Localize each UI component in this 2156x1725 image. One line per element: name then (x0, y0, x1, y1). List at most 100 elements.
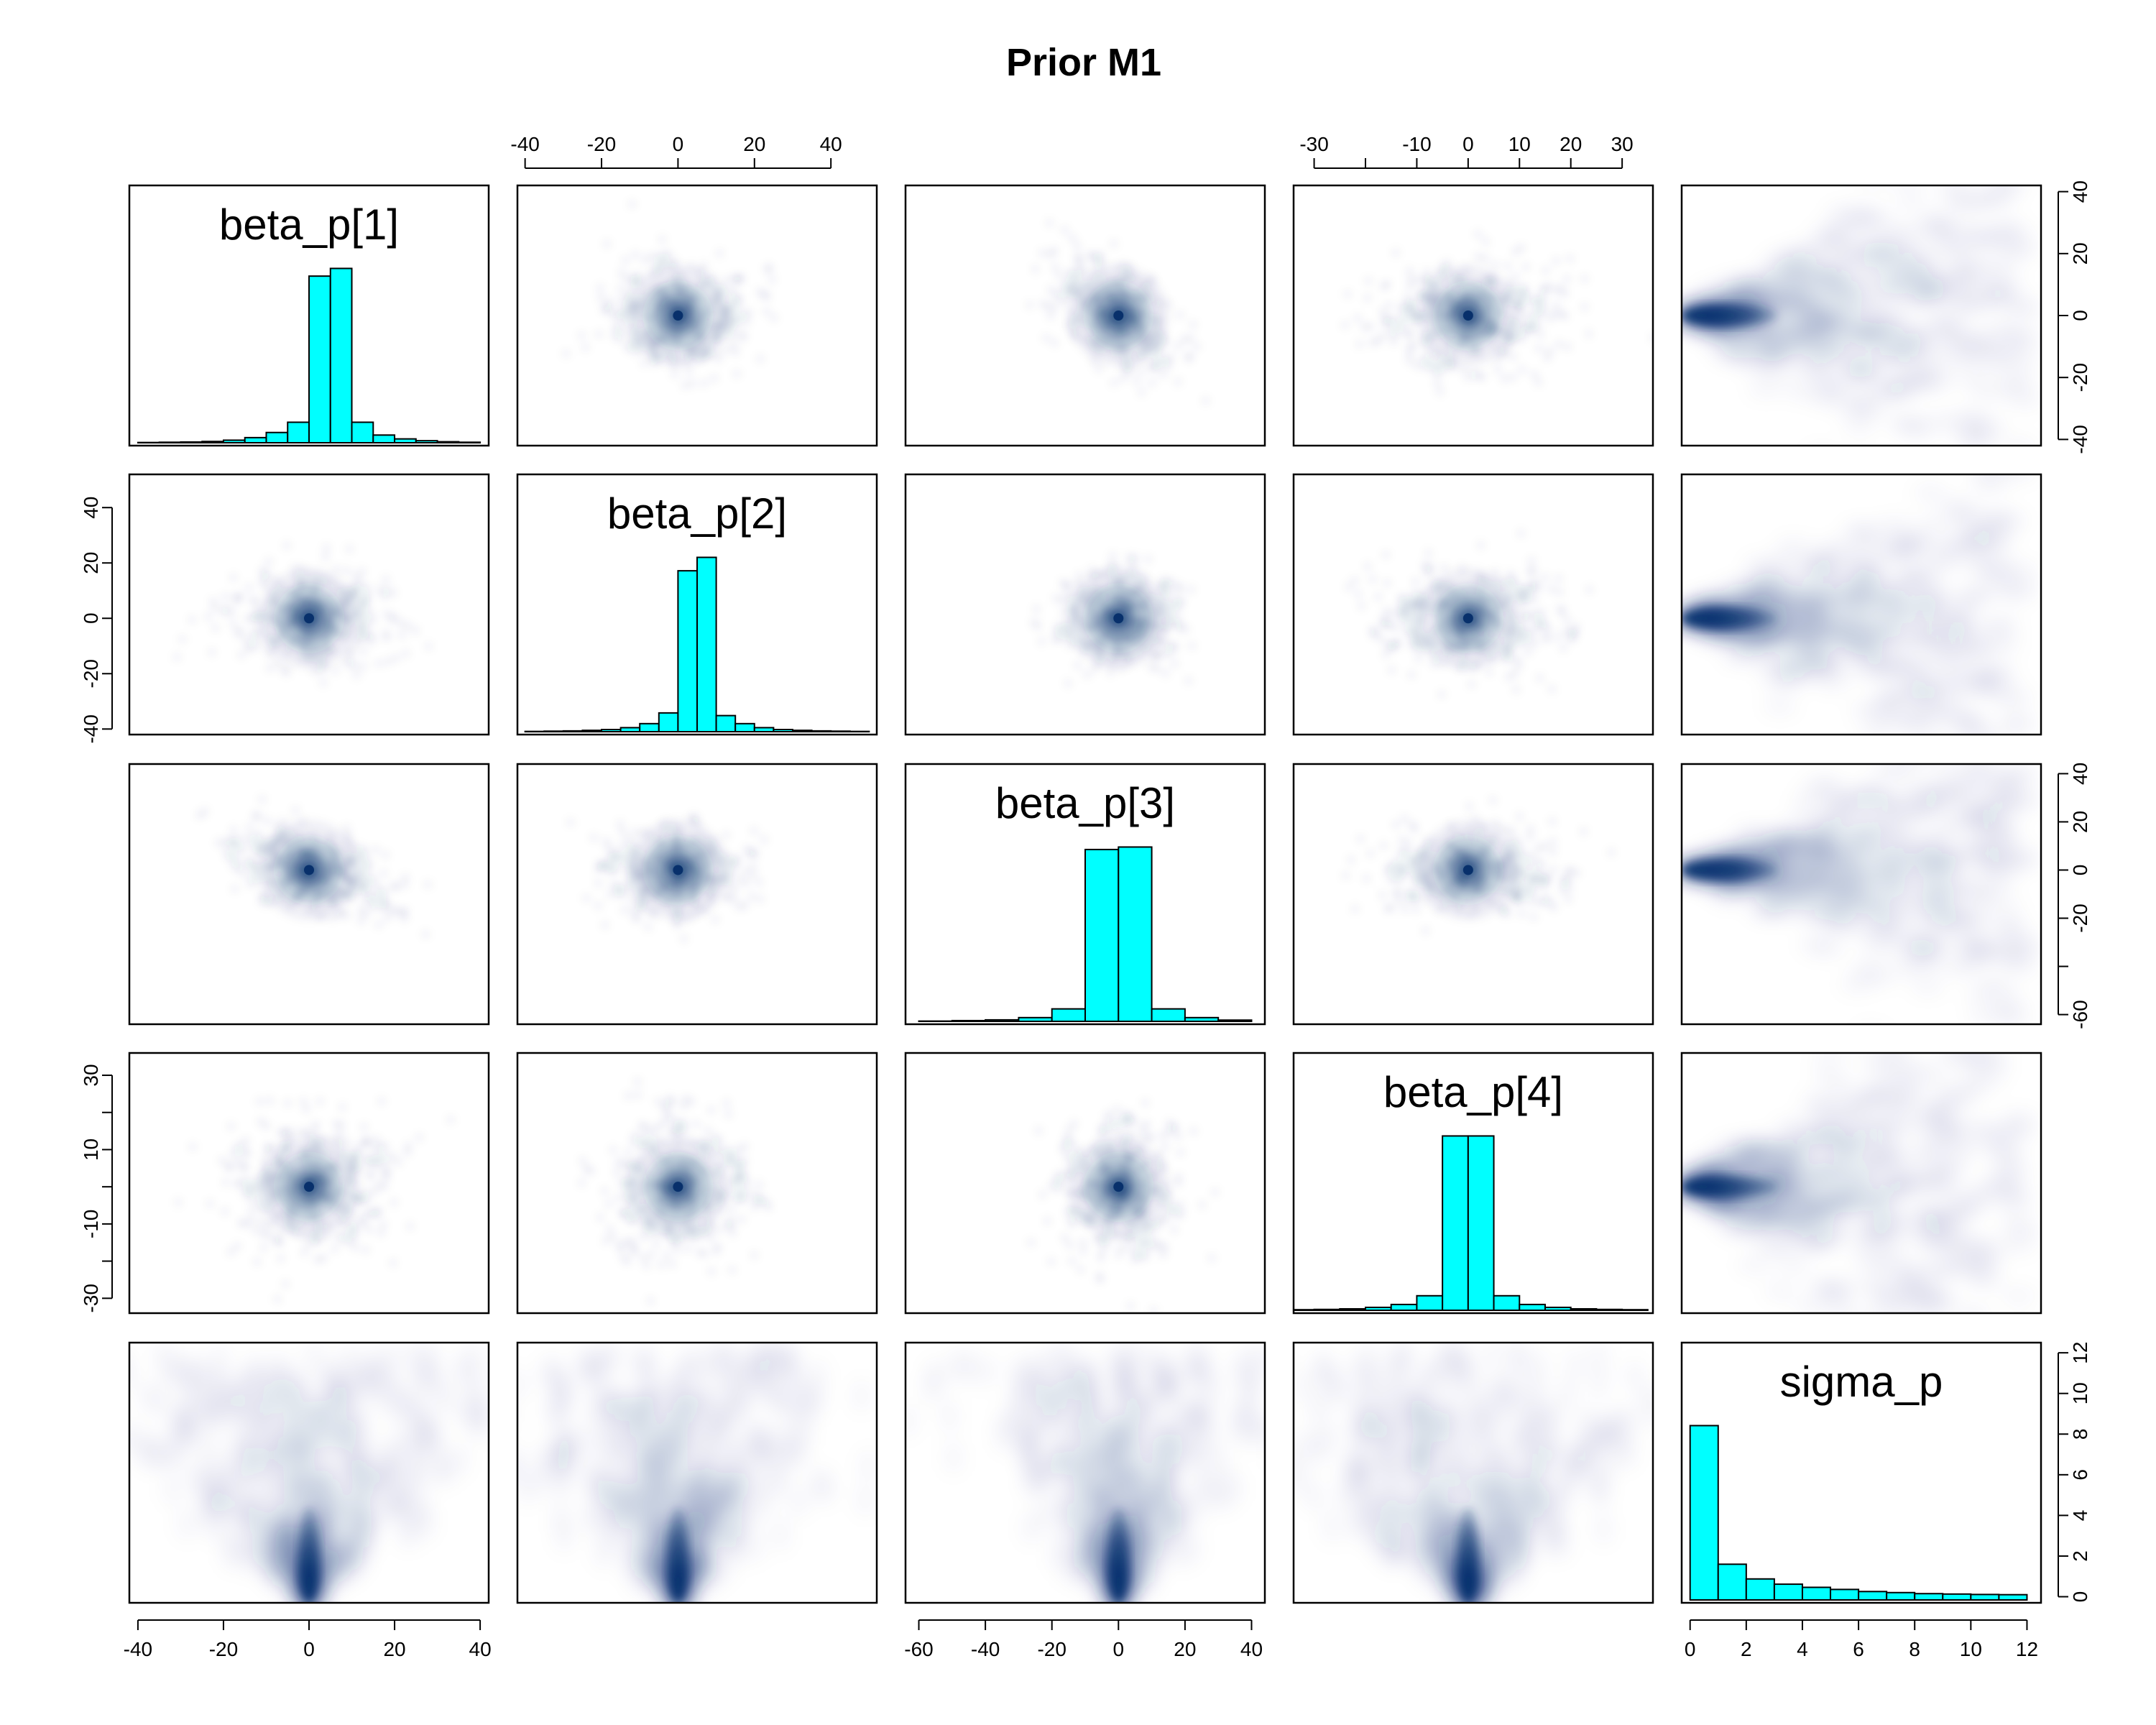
tick-label: 10 (1960, 1638, 1982, 1660)
tick-label: 8 (2069, 1428, 2091, 1440)
panel-1-2 (516, 184, 878, 447)
panel-5-1 (128, 1341, 490, 1604)
hist-bar (1442, 1135, 1469, 1311)
panel-frame (1292, 184, 1654, 447)
hist-bar (696, 556, 717, 733)
hist-bar (1018, 1016, 1053, 1023)
tick-label: 2 (1741, 1638, 1752, 1660)
tick-label: -20 (587, 133, 616, 155)
panel-frame (1680, 1052, 2042, 1315)
panel-3-1 (128, 763, 490, 1026)
hist-bar (1416, 1294, 1444, 1311)
hist-bar (1773, 1583, 1803, 1601)
axis-left-4: -30 -10 10 30 (80, 1064, 113, 1313)
panel-frame (1292, 763, 1654, 1026)
tick-label: -40 (510, 133, 539, 155)
hist-bar (1151, 1008, 1186, 1022)
axis-bottom-3: -60 -40 -20 0 20 40 (904, 1619, 1263, 1660)
tick-label: 30 (80, 1064, 102, 1086)
panel-1-3 (904, 184, 1266, 447)
hist-bar (985, 1018, 1020, 1023)
hist-bar (1118, 846, 1153, 1022)
panel-5-2 (516, 1341, 878, 1604)
hist-bar (1830, 1588, 1860, 1601)
hist-bar (394, 438, 417, 443)
tick-label: -20 (2069, 903, 2091, 932)
hist-bar (1519, 1303, 1546, 1311)
hist-bar (1493, 1294, 1521, 1311)
hist-bar (1339, 1307, 1367, 1312)
axis-right-1: -40 -20 0 20 40 (2058, 180, 2091, 454)
tick-label: 6 (2069, 1469, 2091, 1481)
tick-label: 40 (80, 497, 102, 519)
panel-frame (516, 1052, 878, 1315)
hist-bar (601, 729, 622, 733)
density-peak (1113, 310, 1124, 321)
density-peak (673, 1182, 683, 1192)
hist-bar (1084, 848, 1120, 1022)
panel-5-3 (904, 1341, 1266, 1604)
hist-bar (1689, 1425, 1719, 1601)
hist-bar (201, 441, 224, 443)
panel-3-3: beta_p[3] (904, 763, 1266, 1026)
hist-bar (715, 714, 737, 733)
tick-label: 20 (80, 552, 102, 574)
density-peak (673, 865, 683, 875)
tick-label: 40 (1240, 1638, 1263, 1660)
hist-bar (372, 434, 396, 443)
panel-2-1 (128, 473, 490, 736)
panel-2-5 (1680, 473, 2042, 736)
panel-frame (128, 184, 490, 447)
hist-bar (811, 730, 832, 732)
hist-bar (351, 421, 374, 443)
tick-label: -60 (2069, 1000, 2091, 1029)
hist-bar (287, 421, 310, 443)
hist-bar (791, 730, 813, 732)
tick-label: -20 (1037, 1638, 1066, 1660)
hist-bar (734, 722, 755, 733)
panel-3-2 (516, 763, 878, 1026)
panel-frame (516, 763, 878, 1026)
hist-bar (753, 727, 775, 732)
hist-bar (1970, 1593, 2000, 1601)
density-peak (1113, 1182, 1124, 1192)
tick-label: -30 (80, 1284, 102, 1312)
hist-bar (329, 267, 353, 443)
density-peak (1462, 865, 1473, 875)
axis-right-5: 0 2 4 6 8 10 12 (2058, 1342, 2091, 1603)
panel-frame (904, 473, 1266, 736)
axis-bottom-5: 0 2 4 6 8 10 12 (1685, 1619, 2038, 1660)
hist-bar (244, 436, 267, 443)
tick-label: 6 (1853, 1638, 1864, 1660)
panel-frame (904, 1052, 1266, 1315)
hist-bar (1184, 1016, 1220, 1023)
hist-bar (1051, 1008, 1087, 1022)
tick-label: 0 (673, 133, 684, 155)
tick-label: 12 (2069, 1342, 2091, 1364)
panel-frame (128, 1052, 490, 1315)
tick-label: 20 (2069, 242, 2091, 264)
tick-label: 0 (1685, 1638, 1696, 1660)
hist-bar (222, 439, 246, 443)
tick-label: -10 (1402, 133, 1431, 155)
hist-bar (1544, 1306, 1572, 1311)
panel-4-4: beta_p[4] (1292, 1052, 1654, 1315)
tick-label: 20 (1560, 133, 1582, 155)
panel-4-1 (128, 1052, 490, 1315)
tick-label: -60 (904, 1638, 933, 1660)
hist-bar (830, 730, 851, 733)
tick-label: 0 (1462, 133, 1474, 155)
hist-bar (562, 730, 584, 732)
hist-bar (639, 722, 660, 733)
tick-label: 0 (2069, 865, 2091, 876)
hist-bar (773, 729, 793, 733)
panel-3-5 (1680, 763, 2042, 1026)
panel-1-5 (1680, 184, 2042, 447)
tick-label: 0 (2069, 1591, 2091, 1603)
axis-left-2: -40 -20 0 20 40 (80, 497, 113, 744)
hist-bar (1942, 1593, 1972, 1601)
tick-label: 12 (2016, 1638, 2038, 1660)
hist-bar (458, 441, 482, 443)
panel-4-3 (904, 1052, 1266, 1315)
hist-bar (1217, 1019, 1253, 1023)
